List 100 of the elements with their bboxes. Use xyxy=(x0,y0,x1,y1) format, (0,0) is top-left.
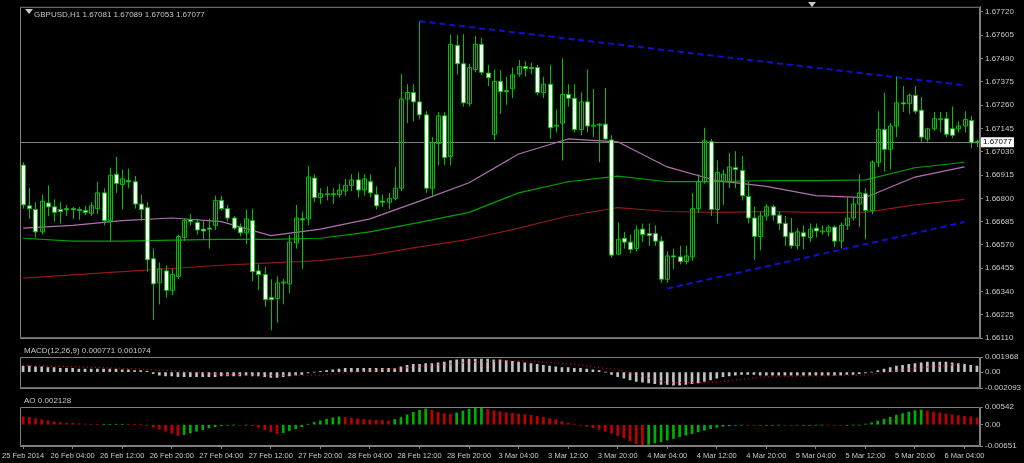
bar xyxy=(938,361,942,372)
bar xyxy=(393,367,397,372)
ref-line-label: 1.67077 xyxy=(983,137,1013,147)
bar xyxy=(956,363,960,372)
y-tick-label: 1.67375 xyxy=(985,77,1015,86)
y-tick-label: 1.67260 xyxy=(985,100,1015,110)
bar xyxy=(411,364,415,372)
bar xyxy=(34,418,37,425)
bar xyxy=(895,414,898,425)
bar xyxy=(325,418,328,425)
bar xyxy=(504,360,508,372)
bar xyxy=(195,424,198,432)
bar xyxy=(158,424,161,430)
y-tick-label: -0.002093 xyxy=(985,383,1022,393)
bar xyxy=(486,358,489,372)
bar xyxy=(331,417,335,425)
bar xyxy=(888,367,892,372)
bar xyxy=(610,424,613,434)
bar xyxy=(263,424,266,430)
bar xyxy=(684,424,688,436)
bar xyxy=(802,372,805,376)
bar xyxy=(511,412,514,425)
chart-title: AO 0.002128 xyxy=(24,396,72,406)
bar xyxy=(380,367,384,372)
bar xyxy=(907,364,911,372)
bar xyxy=(480,407,483,425)
bar xyxy=(517,361,520,372)
bar xyxy=(572,367,576,372)
line-series xyxy=(22,360,966,384)
bar xyxy=(288,424,291,431)
bar xyxy=(424,363,428,372)
bar xyxy=(96,368,99,372)
bar xyxy=(449,360,452,372)
bar xyxy=(523,362,527,372)
bar xyxy=(870,422,873,425)
y-tick-label: 1.66685 xyxy=(985,216,1015,226)
bar xyxy=(189,424,192,434)
bar xyxy=(764,372,768,376)
bar xyxy=(548,365,551,372)
bar xyxy=(362,367,366,372)
bar xyxy=(734,372,737,376)
bar xyxy=(895,365,898,372)
bar xyxy=(300,372,304,375)
bar xyxy=(387,420,390,425)
bar xyxy=(424,408,428,425)
bar xyxy=(709,424,712,429)
bar xyxy=(46,420,50,425)
y-tick-label: -0.00651 xyxy=(985,441,1018,451)
chart-title: GBPUSD,H1 1.67081 1.67089 1.67053 1.67077 xyxy=(34,10,206,19)
bar xyxy=(449,413,452,425)
y-tick-label: 1.67605 xyxy=(985,30,1015,40)
bar xyxy=(746,372,750,375)
bar xyxy=(907,411,911,425)
bar xyxy=(523,414,527,425)
bar xyxy=(257,424,260,428)
bar xyxy=(901,364,904,372)
bar xyxy=(963,364,966,372)
bar xyxy=(665,372,669,385)
bar xyxy=(343,417,347,425)
bar xyxy=(504,412,508,425)
bar xyxy=(684,372,688,385)
bar xyxy=(603,424,607,432)
bar xyxy=(647,424,650,445)
bar xyxy=(108,368,112,372)
bar xyxy=(634,424,638,445)
bar xyxy=(418,410,421,425)
y-tick-label: 0.001968 xyxy=(985,352,1019,362)
bar xyxy=(294,372,297,376)
bar xyxy=(331,369,335,372)
bar xyxy=(963,415,966,425)
bar xyxy=(715,424,719,428)
bar xyxy=(808,372,812,376)
bar xyxy=(362,419,366,425)
bar xyxy=(616,372,620,378)
bar xyxy=(27,365,31,372)
chart-title: MACD(12,26,9) 0.000771 0.001074 xyxy=(24,346,152,356)
bar xyxy=(312,422,316,425)
bar xyxy=(956,415,960,425)
bar xyxy=(442,413,446,425)
bar xyxy=(58,367,62,372)
bar xyxy=(492,410,496,425)
bar xyxy=(418,364,421,372)
bar xyxy=(777,372,781,376)
bar xyxy=(969,364,973,372)
bar xyxy=(442,361,446,372)
bar xyxy=(703,372,706,382)
bar xyxy=(164,424,167,432)
bar xyxy=(554,419,558,425)
bar xyxy=(158,372,161,376)
y-tick-label: 1.67145 xyxy=(985,123,1015,133)
bar xyxy=(350,417,353,425)
y-tick-label: 1.66800 xyxy=(985,193,1015,203)
bar xyxy=(616,424,620,436)
bar xyxy=(535,415,539,425)
bar xyxy=(839,372,842,376)
bar xyxy=(226,372,229,377)
bar xyxy=(219,372,223,377)
bar xyxy=(281,424,285,433)
bar xyxy=(833,372,836,376)
y-tick-label: 1.66225 xyxy=(985,310,1015,320)
